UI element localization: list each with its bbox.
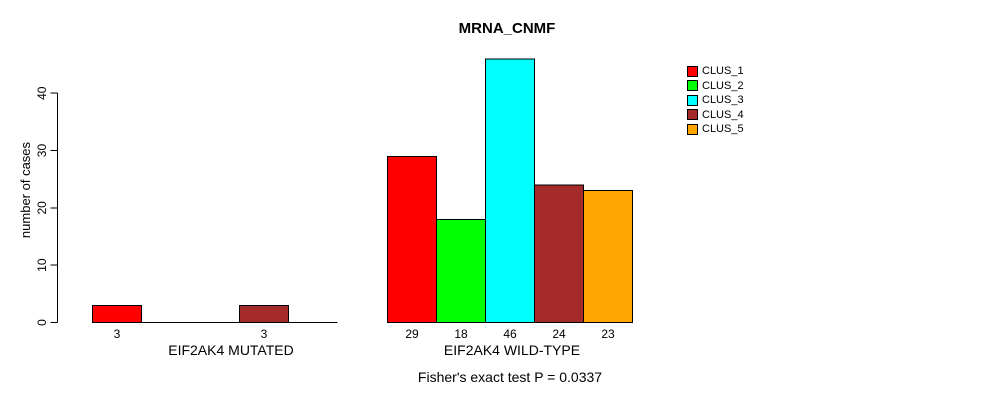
y-tick-label: 0 xyxy=(35,319,49,326)
y-axis-label: number of cases xyxy=(18,141,33,239)
legend-swatch-clus_2 xyxy=(687,80,698,92)
legend-label-clus_1: CLUS_1 xyxy=(702,65,744,78)
legend-item-clus_3: CLUS_3 xyxy=(687,93,744,108)
legend-label-clus_3: CLUS_3 xyxy=(702,94,744,107)
group-label-mutated: EIF2AK4 MUTATED xyxy=(168,342,294,358)
bar-value-label: 3 xyxy=(114,327,121,341)
legend-item-clus_5: CLUS_5 xyxy=(687,122,744,137)
bar-clus_5 xyxy=(583,190,633,323)
legend-item-clus_1: CLUS_1 xyxy=(687,64,744,79)
legend-item-clus_2: CLUS_2 xyxy=(687,79,744,94)
bar-value-label: 23 xyxy=(601,327,615,341)
bar-clus_2 xyxy=(436,218,486,323)
bar-value-label: 46 xyxy=(503,327,517,341)
legend: CLUS_1 CLUS_2 CLUS_3 CLUS_4 CLUS_5 xyxy=(687,64,744,137)
y-tick-label: 20 xyxy=(35,201,49,215)
y-tick-label: 10 xyxy=(35,258,49,272)
legend-label-clus_2: CLUS_2 xyxy=(702,79,744,92)
legend-swatch-clus_5 xyxy=(687,123,698,135)
bar-clus_1 xyxy=(387,155,437,323)
bar-value-label: 29 xyxy=(405,327,419,341)
legend-swatch-clus_3 xyxy=(687,94,698,106)
legend-label-clus_4: CLUS_4 xyxy=(702,108,744,121)
bar-value-label: 3 xyxy=(261,327,268,341)
bar-value-label: 18 xyxy=(454,327,468,341)
y-tick-label: 30 xyxy=(35,144,49,158)
bar-clus_3 xyxy=(485,58,535,324)
bar-value-label: 24 xyxy=(552,327,566,341)
chart-title: MRNA_CNMF xyxy=(458,20,556,37)
legend-swatch-clus_4 xyxy=(687,109,698,121)
bar-clus_4 xyxy=(239,304,289,323)
legend-item-clus_4: CLUS_4 xyxy=(687,108,744,123)
bar-clus_4 xyxy=(534,184,584,323)
fisher-test-annotation: Fisher's exact test P = 0.0337 xyxy=(417,369,603,385)
bar-clus_1 xyxy=(92,304,142,323)
legend-label-clus_5: CLUS_5 xyxy=(702,123,744,136)
legend-swatch-clus_1 xyxy=(687,65,698,77)
y-tick-label: 40 xyxy=(35,86,49,100)
group-label-wildtype: EIF2AK4 WILD-TYPE xyxy=(443,342,581,358)
